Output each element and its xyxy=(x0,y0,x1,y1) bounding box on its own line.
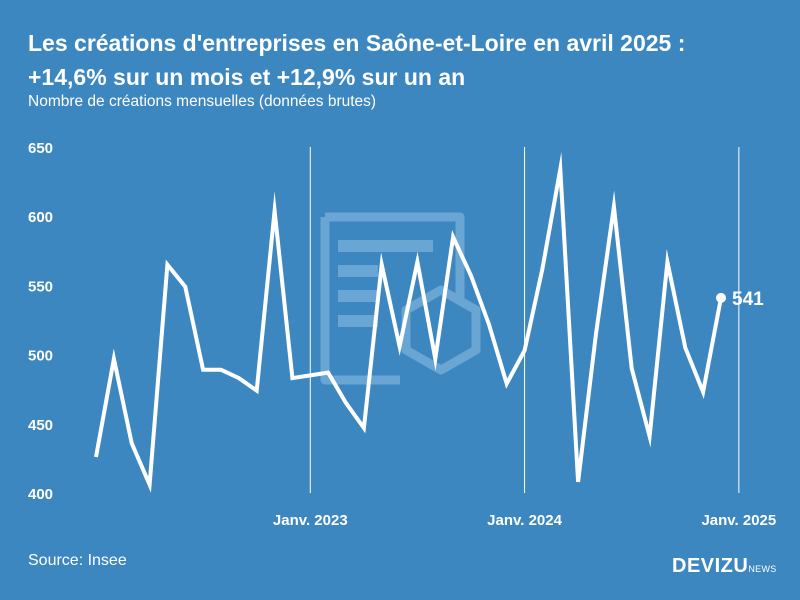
y-tick-label: 650 xyxy=(28,140,53,157)
document-euro-icon xyxy=(320,212,481,385)
y-tick-label: 500 xyxy=(28,348,53,365)
source-note: Source: Insee xyxy=(28,552,127,569)
brand-sub: NEWS xyxy=(748,564,777,574)
title-line-1: Les créations d'entreprises en Saône-et-… xyxy=(28,30,686,56)
y-tick-label: 450 xyxy=(28,417,53,434)
series-line xyxy=(94,152,723,493)
y-tick-label: 600 xyxy=(28,209,53,226)
last-point-marker xyxy=(716,292,726,303)
last-value-label: 541 xyxy=(732,289,764,310)
chart-subtitle: Nombre de créations mensuelles (données … xyxy=(28,93,377,110)
brand-logo: DEVIZUNEWS xyxy=(672,555,777,578)
x-tick-label: Janv. 2024 xyxy=(487,512,562,529)
y-tick-label: 550 xyxy=(28,278,53,295)
y-tick-label: 400 xyxy=(28,486,53,503)
brand-name: DEVIZU xyxy=(672,555,749,577)
x-tick-label: Janv. 2023 xyxy=(273,512,348,529)
title-line-2: +14,6% sur un mois et +12,9% sur un an xyxy=(28,64,466,90)
chart-title: Les créations d'entreprises en Saône-et-… xyxy=(28,26,788,94)
x-tick-label: Janv. 2025 xyxy=(701,512,776,529)
